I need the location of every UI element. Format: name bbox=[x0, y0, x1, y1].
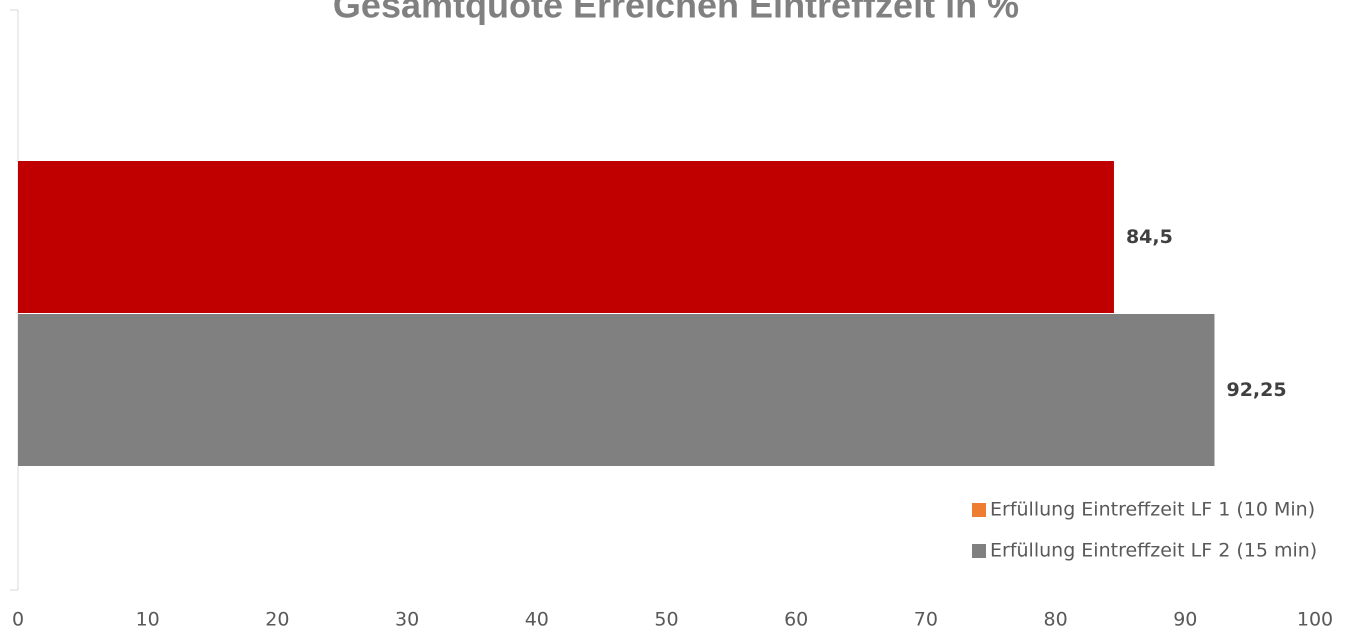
data-label: 84,5 bbox=[1126, 226, 1173, 248]
x-tick-label: 30 bbox=[395, 609, 419, 631]
x-tick-label: 10 bbox=[136, 609, 160, 631]
x-tick-label: 40 bbox=[525, 609, 549, 631]
bar bbox=[18, 314, 1215, 466]
axis-line bbox=[10, 9, 19, 591]
x-tick-label: 50 bbox=[654, 609, 678, 631]
legend-marker bbox=[972, 503, 986, 517]
legend-label: Erfüllung Eintreffzeit LF 2 (15 min) bbox=[990, 540, 1317, 562]
x-tick-label: 100 bbox=[1297, 609, 1333, 631]
x-tick-label: 90 bbox=[1173, 609, 1197, 631]
x-tick-label: 80 bbox=[1044, 609, 1068, 631]
data-label: 92,25 bbox=[1226, 379, 1286, 401]
chart-title: Gesamtquote Erreichen Eintreffzeit in % bbox=[333, 0, 1019, 26]
x-tick-label: 20 bbox=[265, 609, 289, 631]
x-tick-label: 0 bbox=[12, 609, 24, 631]
legend-label: Erfüllung Eintreffzeit LF 1 (10 Min) bbox=[990, 499, 1315, 521]
x-tick-label: 70 bbox=[914, 609, 938, 631]
x-tick-label: 60 bbox=[784, 609, 808, 631]
legend-marker bbox=[972, 544, 986, 558]
bar bbox=[18, 161, 1114, 313]
